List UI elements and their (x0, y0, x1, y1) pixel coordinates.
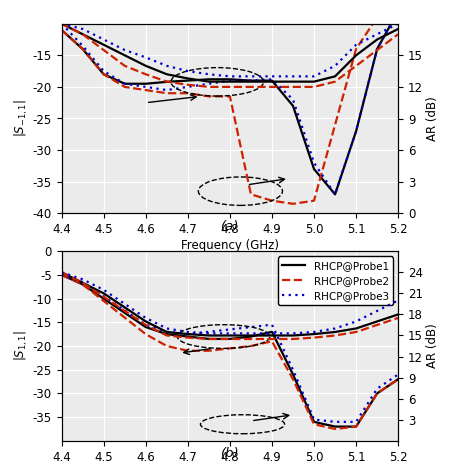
Y-axis label: $|S_{1,1}|$: $|S_{1,1}|$ (13, 330, 30, 362)
Y-axis label: AR (dB): AR (dB) (426, 324, 438, 368)
Y-axis label: $|S_{-1,1}|$: $|S_{-1,1}|$ (13, 100, 30, 137)
Y-axis label: AR (dB): AR (dB) (426, 96, 438, 141)
Text: (a): (a) (221, 220, 239, 233)
Text: (b): (b) (220, 447, 239, 460)
Legend: RHCP@Probe1, RHCP@Probe2, RHCP@Probe3: RHCP@Probe1, RHCP@Probe2, RHCP@Probe3 (278, 256, 393, 305)
X-axis label: Frequency (GHz): Frequency (GHz) (181, 239, 279, 252)
